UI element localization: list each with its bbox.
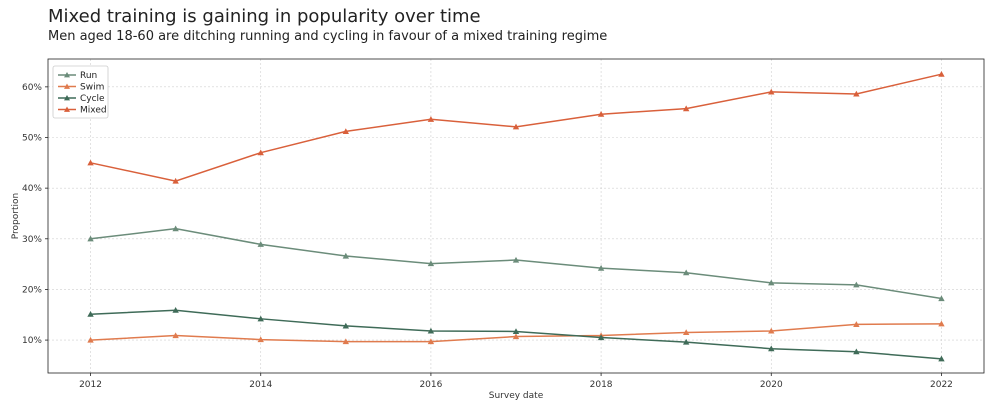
data-point-cycle xyxy=(257,315,264,322)
data-point-cycle xyxy=(87,311,94,317)
data-point-run xyxy=(257,241,264,247)
data-point-run xyxy=(938,295,945,302)
series-cycle xyxy=(87,307,945,362)
x-tick-label: 2020 xyxy=(760,380,783,390)
x-tick-label: 2016 xyxy=(419,380,442,390)
x-tick-label: 2018 xyxy=(590,380,613,390)
data-point-cycle xyxy=(938,355,945,362)
data-point-swim xyxy=(682,329,690,336)
y-tick-label: 10% xyxy=(22,336,42,346)
legend-label: Cycle xyxy=(80,94,105,104)
y-axis: 10% 20% 30% 40% 50% 60% xyxy=(22,83,48,346)
x-tick-label: 2022 xyxy=(930,380,953,390)
data-point-swim xyxy=(938,320,945,327)
data-point-swim xyxy=(342,338,350,345)
data-point-run xyxy=(682,269,690,276)
data-point-mixed xyxy=(938,70,945,77)
y-tick-label: 40% xyxy=(22,184,42,194)
data-point-run xyxy=(597,264,605,271)
data-point-mixed xyxy=(257,149,264,156)
data-point-cycle xyxy=(427,327,435,334)
series-line-run xyxy=(90,227,942,300)
data-point-mixed xyxy=(682,105,690,112)
legend-marker xyxy=(64,106,70,112)
y-tick-label: 20% xyxy=(22,285,42,295)
data-point-mixed xyxy=(597,111,605,117)
data-point-cycle xyxy=(172,307,179,313)
data-point-cycle xyxy=(768,345,775,352)
series-run xyxy=(87,225,945,302)
legend-marker xyxy=(64,83,70,89)
legend-marker xyxy=(64,72,70,78)
chart-title: Mixed training is gaining in popularity … xyxy=(48,6,481,27)
data-point-run xyxy=(768,279,775,286)
x-tick-label: 2012 xyxy=(79,380,102,390)
data-point-cycle xyxy=(597,334,605,341)
data-point-mixed xyxy=(853,90,860,97)
data-point-cycle xyxy=(342,322,350,329)
legend-label: Mixed xyxy=(80,106,107,116)
legend-label: Swim xyxy=(80,83,104,93)
x-tick-label: 2014 xyxy=(249,380,272,390)
data-point-swim xyxy=(87,336,94,343)
data-point-cycle xyxy=(853,348,860,355)
data-point-swim xyxy=(853,321,860,327)
data-point-swim xyxy=(427,338,435,345)
plot-frame xyxy=(47,58,985,374)
legend-label: Run xyxy=(80,71,97,81)
data-point-swim xyxy=(172,332,179,339)
y-axis-label: Proportion xyxy=(11,193,21,239)
y-tick-label: 30% xyxy=(22,235,42,245)
data-point-run xyxy=(512,256,520,263)
series-mixed xyxy=(87,70,945,184)
legend-item-cycle: Cycle xyxy=(58,94,105,104)
data-point-cycle xyxy=(682,338,690,345)
legend-box xyxy=(52,65,109,119)
x-axis-label: Survey date xyxy=(489,391,544,401)
x-axis: 2012 2014 2016 2018 2020 2022 xyxy=(79,373,953,390)
data-point-cycle xyxy=(512,328,520,335)
legend-item-run: Run xyxy=(58,71,97,81)
data-point-mixed xyxy=(87,159,94,166)
legend-item-swim: Swim xyxy=(58,83,104,93)
y-tick-label: 60% xyxy=(22,83,42,93)
y-tick-label: 50% xyxy=(22,134,42,144)
legend-marker xyxy=(64,95,70,101)
data-point-swim xyxy=(768,327,775,334)
data-point-run xyxy=(853,281,860,288)
data-point-swim xyxy=(257,336,264,343)
data-point-mixed xyxy=(172,177,179,184)
data-point-run xyxy=(87,235,94,242)
data-point-run xyxy=(427,260,435,267)
data-point-mixed xyxy=(427,116,435,122)
data-point-mixed xyxy=(512,123,520,130)
data-point-mixed xyxy=(342,128,350,134)
data-point-run xyxy=(172,225,179,232)
data-point-mixed xyxy=(768,88,775,95)
data-point-run xyxy=(342,252,350,259)
data-point-swim xyxy=(512,333,520,340)
series-group xyxy=(87,70,945,362)
legend-item-mixed: Mixed xyxy=(58,106,107,116)
chart-subtitle: Men aged 18-60 are ditching running and … xyxy=(48,29,608,44)
